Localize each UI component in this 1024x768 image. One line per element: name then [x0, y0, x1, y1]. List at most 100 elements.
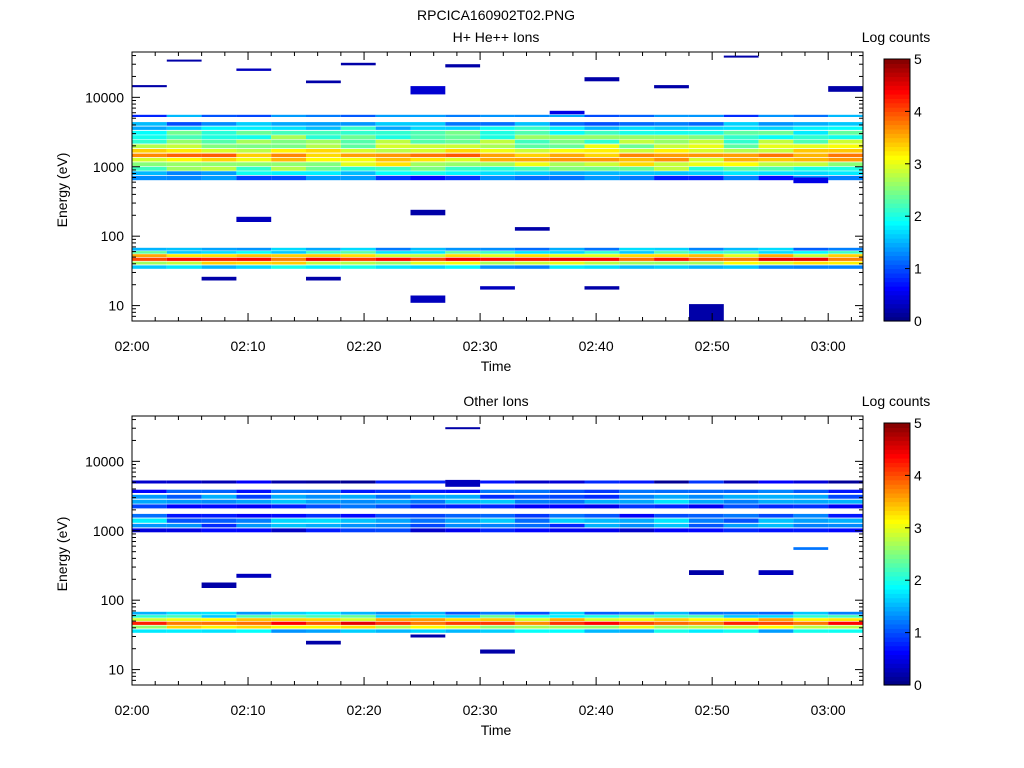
heatmap-cell — [340, 247, 376, 251]
colorbar-segment — [884, 194, 910, 200]
heatmap-cell — [758, 251, 794, 254]
heatmap-cell — [271, 122, 306, 126]
heatmap-cell — [166, 166, 202, 171]
colorbar-segment — [884, 251, 910, 257]
colorbar-segment — [884, 224, 910, 230]
colorbar-segment — [884, 93, 910, 99]
colorbar-segment — [884, 303, 910, 309]
heatmap-cell — [758, 257, 794, 261]
heatmap-cell — [758, 615, 794, 618]
heatmap-cell — [793, 504, 829, 509]
heatmap-cell — [654, 611, 689, 615]
heatmap-cell — [201, 144, 237, 149]
heatmap-cell — [549, 494, 585, 499]
heatmap-cell — [410, 175, 446, 181]
x-tick-label: 02:00 — [114, 338, 149, 354]
heatmap-cell — [306, 615, 341, 618]
heatmap-cell — [166, 126, 202, 130]
x-axis-label: Time — [481, 358, 512, 374]
colorbar-tick-label: 0 — [914, 677, 922, 693]
colorbar-segment — [884, 133, 910, 139]
colorbar-segment — [884, 540, 910, 546]
heatmap-cell — [306, 629, 341, 633]
heatmap-cell — [236, 523, 272, 528]
panel-title: H+ He++ Ions — [453, 29, 540, 45]
heatmap-cell — [619, 162, 655, 167]
heatmap-cell — [723, 149, 759, 153]
colorbar-segment — [884, 307, 910, 313]
heatmap-cell — [201, 523, 237, 528]
heatmap-cell — [723, 494, 759, 499]
heatmap-cell — [723, 247, 759, 251]
x-tick-label: 02:20 — [347, 702, 382, 718]
heatmap-cell — [340, 114, 376, 117]
heatmap-cell — [375, 499, 411, 504]
heatmap-cell — [410, 144, 446, 149]
heatmap-cell — [201, 130, 237, 135]
heatmap-cell — [793, 621, 829, 625]
colorbar-segment — [884, 501, 910, 507]
colorbar-segment — [884, 519, 910, 525]
heatmap-cell — [166, 523, 202, 528]
heatmap-cell — [132, 480, 167, 484]
colorbar-tick-label: 2 — [914, 208, 922, 224]
heatmap-pixel — [410, 634, 446, 638]
heatmap-cell — [828, 625, 863, 629]
heatmap-cell — [236, 499, 272, 504]
heatmap-cell — [723, 166, 759, 171]
heatmap-cell — [132, 523, 167, 528]
heatmap-cell — [132, 251, 167, 254]
heatmap-cell — [549, 265, 585, 269]
heatmap-cell — [375, 126, 411, 130]
heatmap-cell — [410, 157, 446, 162]
y-tick-label: 100 — [101, 228, 125, 244]
heatmap-cell — [236, 247, 272, 251]
heatmap-cell — [828, 126, 863, 130]
heatmap-cell — [271, 265, 306, 269]
colorbar-segment — [884, 107, 910, 112]
heatmap-cell — [619, 504, 655, 509]
heatmap-cell — [306, 489, 341, 493]
heatmap-cell — [445, 157, 481, 162]
heatmap-cell — [584, 171, 620, 175]
heatmap-cell — [306, 175, 341, 181]
heatmap-cell — [306, 494, 341, 499]
colorbar-segment — [884, 80, 910, 86]
heatmap-cell — [410, 122, 446, 126]
colorbar-tick-label: 1 — [914, 261, 922, 277]
heatmap-cell — [201, 251, 237, 254]
heatmap-cell — [410, 257, 446, 261]
heatmap-cell — [201, 254, 237, 258]
colorbar-segment — [884, 475, 910, 481]
colorbar-segment — [884, 471, 910, 476]
colorbar-tick-label: 2 — [914, 572, 922, 588]
heatmap-cell — [723, 114, 759, 117]
heatmap-cell — [723, 489, 759, 493]
heatmap-cell — [514, 611, 550, 615]
heatmap-cell — [271, 618, 306, 622]
colorbar-tick-label: 5 — [914, 51, 922, 67]
x-tick-label: 02:30 — [463, 702, 498, 718]
heatmap-cell — [306, 126, 341, 130]
heatmap-cell — [828, 166, 863, 171]
heatmap-pixel — [828, 86, 863, 92]
heatmap-cell — [306, 257, 341, 261]
colorbar-tick-label: 3 — [914, 156, 922, 172]
heatmap-cell — [723, 251, 759, 254]
heatmap-cell — [689, 247, 724, 251]
heatmap-cell — [132, 114, 167, 117]
heatmap-cell — [166, 149, 202, 153]
colorbar-tick-label: 1 — [914, 625, 922, 641]
colorbar-segment — [884, 436, 910, 442]
heatmap-cell — [514, 618, 550, 622]
heatmap-cell — [340, 149, 376, 153]
heatmap-cell — [584, 153, 620, 158]
heatmap-cell — [793, 135, 829, 140]
colorbar-tick-label: 5 — [914, 415, 922, 431]
heatmap-cell — [271, 480, 306, 484]
plot-frame — [131, 415, 864, 686]
heatmap-cell — [236, 126, 272, 130]
heatmap-cell — [723, 261, 759, 265]
heatmap-cell — [375, 618, 411, 622]
heatmap-cell — [271, 625, 306, 629]
